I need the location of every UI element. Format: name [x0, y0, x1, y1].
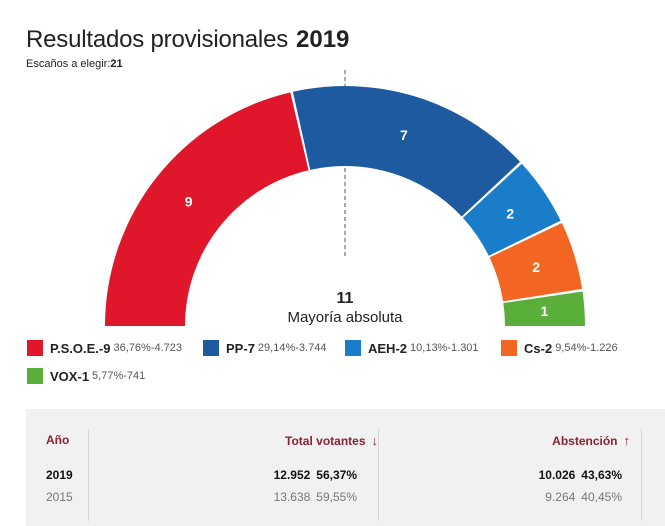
- header: Resultados provisionales 2019 Escaños a e…: [26, 26, 349, 70]
- legend-seats: 9: [103, 340, 111, 356]
- seats-to-elect: Escaños a elegir:21: [26, 58, 349, 70]
- legend-item[interactable]: PP - 7 29,14% - 3.744: [203, 339, 326, 357]
- legend-separator: -: [243, 340, 248, 356]
- arrow-up-icon: ↑: [623, 433, 631, 448]
- title-year: 2019: [296, 26, 350, 53]
- legend-party-name: PP: [226, 340, 244, 356]
- header-year-label: Año: [46, 433, 70, 447]
- voters-pct: 56,37%: [316, 468, 357, 482]
- legend-votes: 4.723: [154, 342, 182, 354]
- column-divider: [378, 429, 379, 521]
- majority-box: 11 Mayoría absoluta: [245, 290, 445, 326]
- legend-party-name: VOX: [50, 368, 78, 384]
- legend-seats: 2: [399, 340, 408, 356]
- legend-separator: -: [77, 368, 82, 384]
- legend-separator: -: [447, 342, 452, 354]
- legend-percent: 10,13%: [410, 342, 448, 354]
- legend-party-name: AEH: [368, 340, 396, 356]
- turnout-table: Año Total votantes ↓ Abstención ↑ 2019 12.…: [26, 409, 665, 526]
- row-2015-abstention: 9.264 40,45%: [545, 490, 622, 504]
- legend-separator: -: [150, 342, 155, 354]
- row-2019-voters: 12.952 56,37%: [274, 468, 357, 482]
- legend-separator: -: [586, 342, 591, 354]
- legend-seats: 2: [544, 340, 553, 356]
- legend-separator: -: [295, 342, 299, 354]
- column-divider: [88, 429, 89, 521]
- legend-swatch: [345, 340, 361, 356]
- legend-votes: 1.226: [590, 342, 618, 354]
- row-2019-abstention: 10.026 43,63%: [539, 468, 622, 482]
- voters-count: 12.952: [273, 468, 311, 482]
- arrow-down-icon: ↓: [371, 433, 379, 448]
- row-2015-voters: 13.638 59,55%: [274, 490, 357, 504]
- arc-segment[interactable]: [503, 291, 585, 326]
- legend-item[interactable]: AEH - 2 10,13% - 1.301: [345, 339, 479, 357]
- legend-swatch: [501, 340, 517, 356]
- voters-pct: 59,55%: [316, 490, 357, 504]
- abstention-pct: 43,63%: [581, 468, 622, 482]
- legend-separator: -: [123, 370, 127, 382]
- majority-label: Mayoría absoluta: [287, 309, 403, 326]
- legend-party-name: Cs: [524, 340, 541, 356]
- hemicycle-chart: 9 7 2 2 1: [105, 70, 585, 326]
- arc-segment[interactable]: [105, 92, 309, 326]
- legend-votes: 741: [126, 370, 146, 382]
- arc-segment[interactable]: [462, 163, 561, 256]
- legend-party-name: P.S.O.E.: [50, 340, 99, 356]
- legend-percent: 29,14%: [257, 342, 296, 354]
- voters-count: 13.638: [273, 490, 311, 504]
- title-label: Resultados provisionales: [26, 26, 289, 53]
- arc-segment[interactable]: [292, 86, 521, 217]
- legend-swatch: [203, 340, 219, 356]
- header-year[interactable]: Año: [46, 433, 69, 447]
- abstention-pct: 40,45%: [581, 490, 622, 504]
- header-voters-label: Total votantes: [285, 434, 366, 448]
- majority-value: 11: [336, 290, 354, 307]
- row-2019-year: 2019: [46, 468, 73, 482]
- legend-item[interactable]: P.S.O.E. - 9 36,76% - 4.723: [27, 339, 182, 357]
- legend-item[interactable]: VOX - 1 5,77% - 741: [27, 367, 145, 385]
- abstention-count: 10.026: [538, 468, 576, 482]
- arc-segment[interactable]: [489, 223, 583, 302]
- legend-swatch: [27, 368, 43, 384]
- column-divider: [641, 429, 642, 521]
- arc-seat-label: 7: [400, 127, 408, 143]
- legend-swatch: [27, 340, 43, 356]
- legend-separator: -: [98, 340, 104, 356]
- page-title: Resultados provisionales 2019: [26, 26, 349, 54]
- header-voters[interactable]: Total votantes ↓: [285, 433, 378, 448]
- seats-value: 21: [110, 58, 123, 70]
- row-2015-year: 2015: [46, 490, 73, 504]
- arc-seat-label: 9: [185, 193, 193, 209]
- legend-item[interactable]: Cs - 2 9,54% - 1.226: [501, 339, 618, 357]
- legend-votes: 3.744: [298, 342, 327, 354]
- arc-seat-label: 1: [541, 303, 549, 319]
- arc-seat-label: 2: [506, 205, 514, 221]
- legend-seats: 7: [247, 340, 255, 356]
- legend-percent: 9,54%: [555, 342, 587, 354]
- legend-percent: 5,77%: [92, 370, 124, 382]
- legend-separator: -: [395, 340, 400, 356]
- abstention-count: 9.264: [545, 490, 576, 504]
- legend-percent: 36,76%: [113, 342, 151, 354]
- legend-votes: 1.301: [451, 342, 479, 354]
- seats-label: Escaños a elegir:: [26, 58, 111, 70]
- header-abstention[interactable]: Abstención ↑: [552, 433, 630, 448]
- arc-seat-label: 2: [532, 259, 540, 275]
- legend-seats: 1: [81, 368, 90, 384]
- header-abstention-label: Abstención: [552, 434, 618, 448]
- legend-separator: -: [540, 340, 545, 356]
